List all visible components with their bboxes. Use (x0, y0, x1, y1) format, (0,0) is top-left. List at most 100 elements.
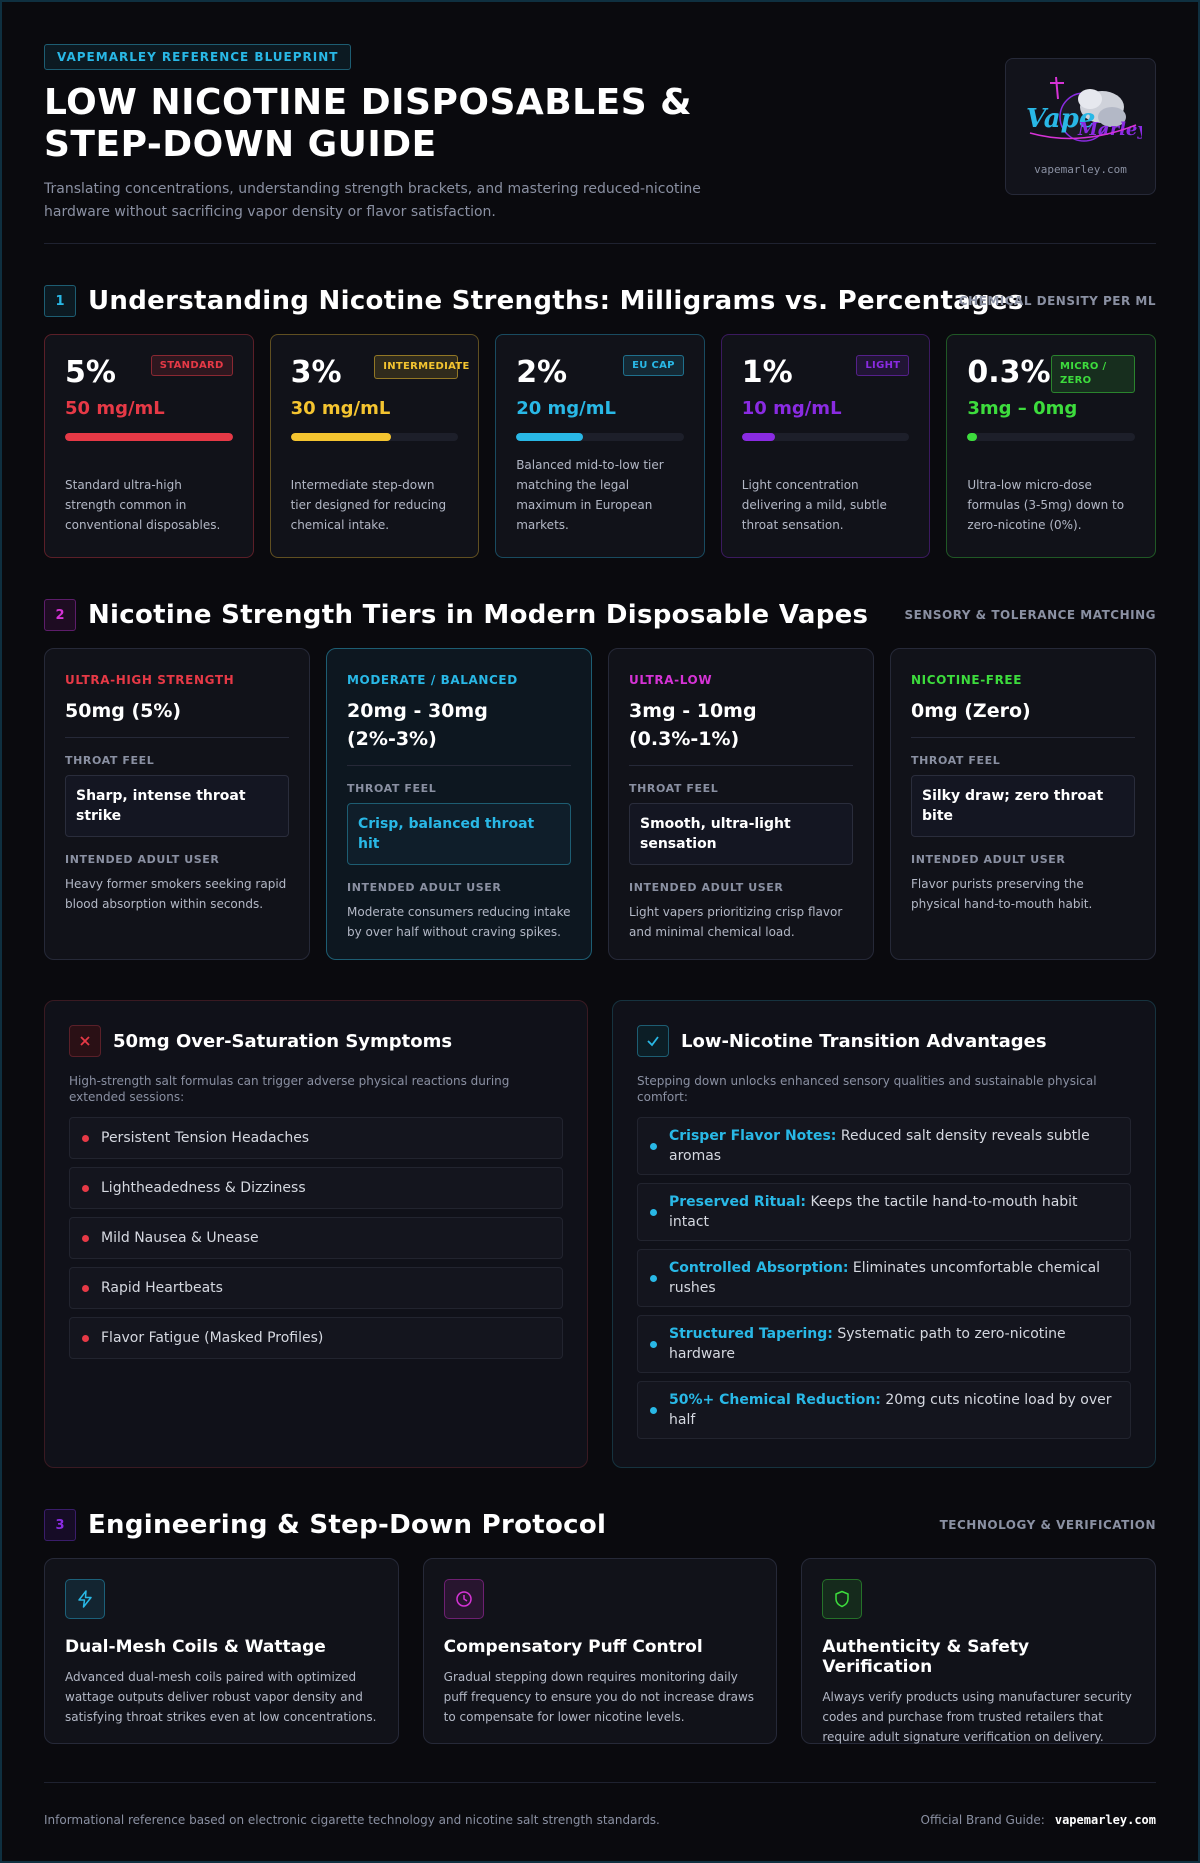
intended-user-value: Flavor purists preserving the physical h… (911, 877, 1093, 911)
strength-description: Intermediate step-down tier designed for… (290, 478, 447, 532)
shield-icon (822, 1579, 863, 1619)
tier-card: ULTRA-LOW 3mg - 10mg (0.3%-1%) THROAT FEEL… (608, 648, 874, 960)
intended-user-label: INTENDED ADULT USER (911, 853, 1066, 866)
strength-badge: INTERMEDIATE (374, 355, 469, 379)
strength-description: Standard ultra-high strength common in c… (65, 478, 221, 532)
advantages-intro: Stepping down unlocks enhanced sensory q… (637, 1074, 1097, 1104)
footer-brand-link[interactable]: vapemarley.com (1054, 1813, 1156, 1827)
tier-card: MODERATE / BALANCED 20mg - 30mg (2%-3%) TH… (326, 648, 592, 960)
strength-card: 5% STANDARD 50 mg/mL Standard ultra-high st… (44, 334, 254, 558)
strength-bar-fill (967, 433, 978, 441)
symptoms-list: Persistent Tension Headaches Lightheadedn… (69, 1117, 563, 1359)
protocol-title: Authenticity & Safety Verification (822, 1637, 1030, 1677)
symptom-text: Flavor Fatigue (Masked Profiles) (101, 1330, 324, 1346)
symptom-item: Persistent Tension Headaches (69, 1117, 563, 1159)
tier-range: 0mg (Zero) (911, 697, 1135, 738)
bullet-dot-icon (82, 1234, 89, 1242)
protocol-card: Dual-Mesh Coils & Wattage Advanced dual-m… (44, 1558, 399, 1744)
section-number: 3 (44, 1509, 76, 1541)
strength-description: Balanced mid-to-low tier matching the le… (516, 458, 664, 532)
bullet-dot-icon (650, 1142, 657, 1150)
tier-card: ULTRA-HIGH STRENGTH 50mg (5%) THROAT FEEL S… (44, 648, 310, 960)
eyebrow-badge: VAPEMARLEY REFERENCE BLUEPRINT (44, 44, 352, 70)
section-title: Engineering & Step-Down Protocol (88, 1510, 607, 1540)
bullet-dot-icon (650, 1274, 657, 1282)
svg-text:Vape: Vape (1026, 104, 1095, 134)
symptom-text: Persistent Tension Headaches (101, 1130, 310, 1146)
tier-cards: ULTRA-HIGH STRENGTH 50mg (5%) THROAT FEEL S… (44, 648, 1156, 960)
strength-bar (741, 433, 910, 441)
strength-mg: 50 mg/mL (65, 398, 165, 419)
bullet-dot-icon (82, 1184, 89, 1192)
advantage-heading: Crisper Flavor Notes: (669, 1128, 837, 1144)
strength-card: 1% LIGHT 10 mg/mL Light concentration deliv… (720, 334, 931, 558)
advantage-heading: Controlled Absorption: (669, 1260, 849, 1276)
section-number: 2 (44, 599, 76, 631)
throat-feel-label: THROAT FEEL (65, 754, 155, 767)
intended-user-value: Heavy former smokers seeking rapid blood… (65, 877, 287, 911)
section-tag: TECHNOLOGY & VERIFICATION (939, 1518, 1156, 1532)
strength-percent: 2% (516, 355, 568, 390)
advantages-title: Low-Nicotine Transition Advantages (681, 1030, 1047, 1052)
intended-user-label: INTENDED ADULT USER (629, 881, 784, 894)
bullet-dot-icon (650, 1340, 657, 1348)
strength-bar-fill (516, 433, 584, 441)
advantage-text: Structured Tapering: Systematic path to … (669, 1324, 1118, 1364)
advantage-text: Preserved Ritual: Keeps the tactile hand… (669, 1192, 1118, 1232)
advantage-heading: Preserved Ritual: (669, 1194, 806, 1210)
strength-percent: 1% (741, 355, 793, 390)
bullet-dot-icon (82, 1334, 89, 1342)
section-tag: SENSORY & TOLERANCE MATCHING (904, 608, 1156, 622)
brand-logo[interactable]: Vape Marley vapemarley.com (1005, 58, 1156, 195)
protocol-card: Authenticity & Safety Verification Always… (801, 1558, 1157, 1744)
tier-label: NICOTINE-FREE (911, 673, 1023, 687)
advantage-detail: Eliminates uncomfortable chemical rushes (669, 1260, 1105, 1296)
intended-user-value: Moderate consumers reducing intake by ov… (347, 905, 571, 939)
symptoms-intro: High-strength salt formulas can trigger … (69, 1074, 510, 1104)
symptom-item: Rapid Heartbeats (69, 1267, 563, 1309)
advantage-item: Crisper Flavor Notes: Reduced salt densi… (637, 1117, 1131, 1175)
tier-range: 20mg - 30mg (2%-3%) (347, 697, 571, 766)
strength-bar (290, 433, 459, 441)
advantages-list: Crisper Flavor Notes: Reduced salt densi… (637, 1117, 1131, 1439)
advantage-heading: Structured Tapering: (669, 1326, 833, 1342)
section-strengths: 1 Understanding Nicotine Strengths: Mill… (44, 284, 1156, 558)
section-2-header: 2 Nicotine Strength Tiers in Modern Disp… (44, 598, 1156, 632)
tier-range: 50mg (5%) (65, 697, 289, 738)
strength-mg: 3mg – 0mg (967, 398, 1078, 419)
throat-feel-value: Silky draw; zero throat bite (911, 775, 1135, 837)
symptom-item: Flavor Fatigue (Masked Profiles) (69, 1317, 563, 1359)
intended-user-value: Light vapers prioritizing crisp flavor a… (629, 905, 843, 939)
clock-icon (443, 1579, 484, 1619)
strength-description: Light concentration delivering a mild, s… (741, 478, 887, 532)
intended-user-label: INTENDED ADULT USER (65, 853, 220, 866)
footer-brand-label: Official Brand Guide: (920, 1813, 1045, 1827)
advantage-text: Controlled Absorption: Eliminates uncomf… (669, 1258, 1118, 1298)
svg-text:Marley: Marley (1077, 119, 1142, 140)
symptom-item: Lightheadedness & Dizziness (69, 1167, 563, 1209)
advantage-item: Structured Tapering: Systematic path to … (637, 1315, 1131, 1373)
symptoms-panel: 50mg Over-Saturation Symptoms High-stren… (44, 1000, 588, 1468)
section-title: Nicotine Strength Tiers in Modern Dispos… (88, 600, 869, 630)
section-title: Understanding Nicotine Strengths: Millig… (88, 286, 1024, 316)
protocol-card: Compensatory Puff Control Gradual steppin… (422, 1558, 778, 1744)
advantage-text: 50%+ Chemical Reduction: 20mg cuts nicot… (669, 1390, 1118, 1430)
advantages-panel: Low-Nicotine Transition Advantages Stepp… (612, 1000, 1156, 1468)
symptoms-title: 50mg Over-Saturation Symptoms (113, 1030, 453, 1052)
check-icon (637, 1025, 669, 1057)
strength-percent: 5% (65, 355, 116, 390)
section-protocol: 3 Engineering & Step-Down Protocol TECHN… (44, 1508, 1157, 1744)
protocol-title: Dual-Mesh Coils & Wattage (65, 1637, 326, 1657)
advantage-detail: Systematic path to zero-nicotine hardwar… (669, 1326, 1071, 1362)
strength-badge: MICRO / ZERO (1050, 355, 1135, 393)
protocol-description: Gradual stepping down requires monitorin… (443, 1670, 755, 1724)
throat-feel-label: THROAT FEEL (347, 782, 437, 795)
protocol-cards: Dual-Mesh Coils & Wattage Advanced dual-m… (44, 1558, 1157, 1744)
protocol-title: Compensatory Puff Control (443, 1637, 703, 1657)
protocol-description: Always verify products using manufacture… (822, 1690, 1132, 1744)
throat-feel-value: Smooth, ultra-light sensation (629, 803, 853, 865)
strength-mg: 20 mg/mL (516, 398, 616, 419)
strength-mg: 30 mg/mL (290, 398, 391, 419)
advantage-item: Preserved Ritual: Keeps the tactile hand… (637, 1183, 1131, 1241)
